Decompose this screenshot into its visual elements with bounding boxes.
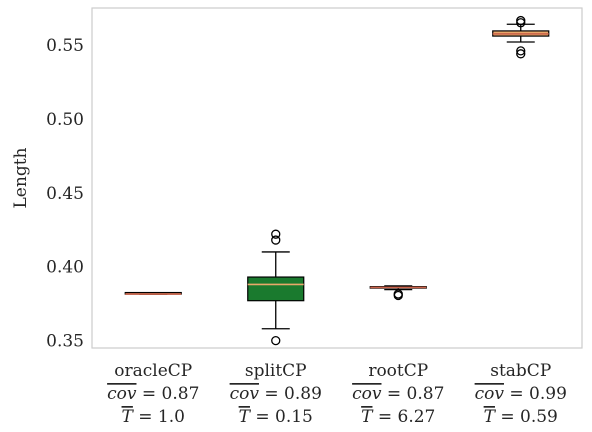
box-splitCP [247,229,305,346]
outlier-point [516,49,526,59]
time-value: = 1.0 [133,407,185,427]
coverage-value: = 0.89 [259,384,322,404]
y-tick-label: 0.40 [46,258,84,278]
y-tick-label: 0.50 [46,110,84,130]
time-value: = 0.59 [495,407,558,427]
box-stabCP [492,15,550,59]
y-tick-label: 0.45 [46,184,84,204]
time-value: = 6.27 [372,407,435,427]
coverage-value: = 0.87 [381,384,444,404]
coverage-label: cov = 0.89 [230,384,322,404]
category-label: splitCP [245,361,307,381]
y-tick-label: 0.55 [46,36,84,56]
box-rootCP [369,285,427,301]
boxes-layer [124,15,550,346]
box-iqr [247,276,305,302]
outlier-point [271,235,281,245]
outlier-point [271,229,281,239]
category-label: stabCP [490,361,551,381]
y-tick-label: 0.35 [46,332,84,352]
coverage-label: cov = 0.99 [475,384,567,404]
time-symbol: T [239,407,252,427]
time-label: T = 1.0 [122,407,185,427]
plot-frame [91,7,583,349]
box-oracleCP [124,291,182,295]
category-label: oracleCP [114,361,192,381]
time-label: T = 0.15 [239,407,313,427]
coverage-symbol: cov [230,384,260,404]
outlier-point [393,289,403,299]
outlier-point [271,335,281,346]
y-axis: 0.35 0.40 0.45 0.50 0.55 [46,36,84,352]
y-axis-label: Length [11,147,31,208]
category-label: rootCP [368,361,428,381]
time-symbol: T [484,407,497,427]
outlier-point [516,15,526,26]
coverage-label: cov = 0.87 [107,384,199,404]
coverage-symbol: cov [352,384,382,404]
time-label: T = 6.27 [361,407,435,427]
coverage-symbol: cov [475,384,505,404]
time-symbol: T [361,407,374,427]
coverage-symbol: cov [107,384,137,404]
time-label: T = 0.59 [484,407,558,427]
time-value: = 0.15 [250,407,313,427]
coverage-value: = 0.99 [504,384,567,404]
outlier-point [516,46,526,56]
coverage-label: cov = 0.87 [352,384,444,404]
time-symbol: T [122,407,135,427]
coverage-value: = 0.87 [136,384,199,404]
